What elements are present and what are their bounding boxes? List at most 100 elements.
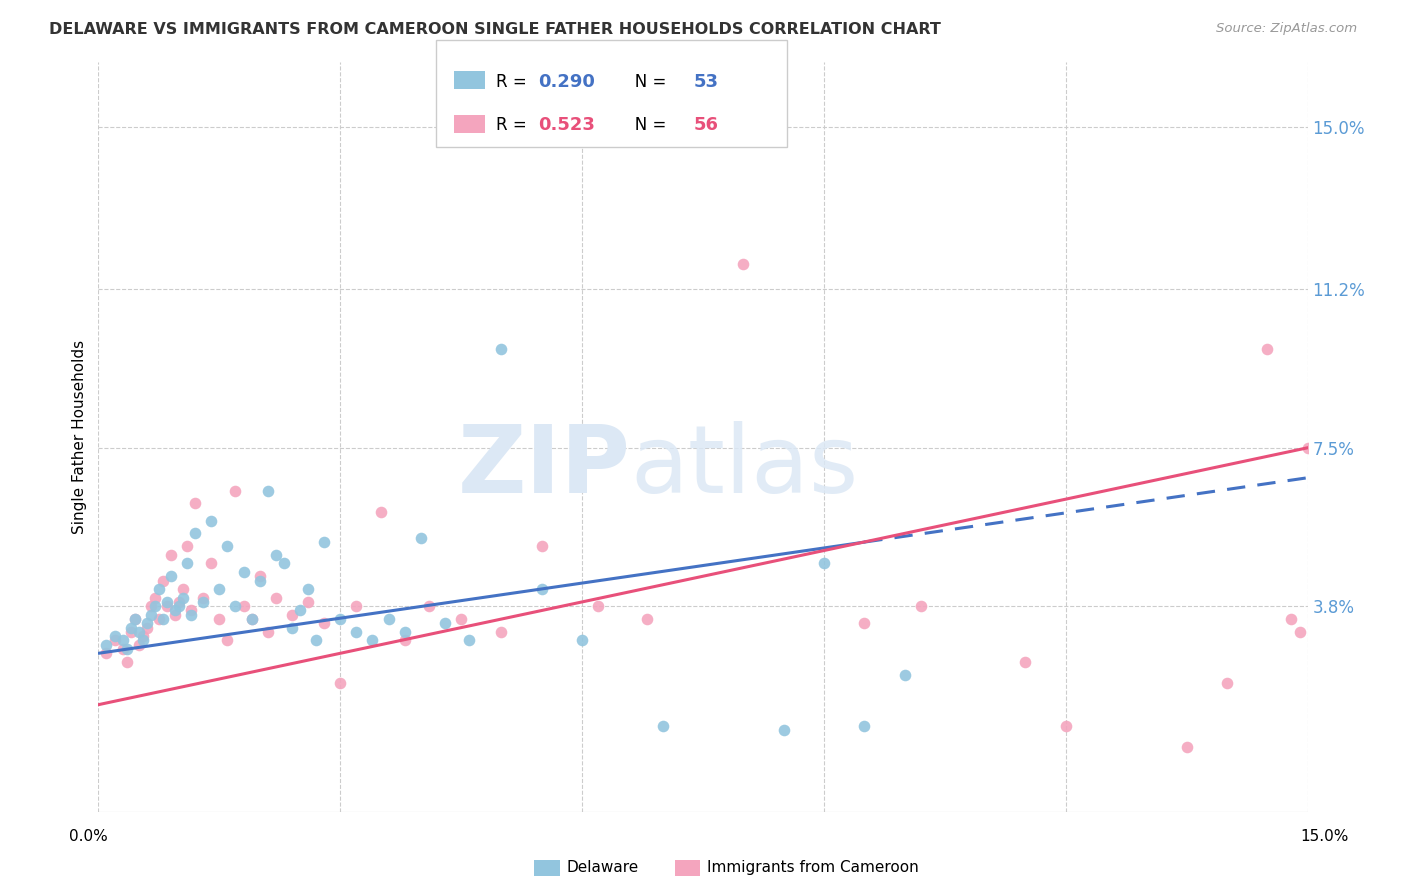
Point [530,539,553,553]
Point [124,612,146,626]
Point [772,723,794,738]
Text: 53: 53 [693,73,718,91]
Point [256,624,278,639]
Text: ZIP: ZIP [457,421,630,513]
Point [132,633,155,648]
Point [329,676,352,690]
Point [1216,676,1239,690]
Text: R =: R = [496,73,533,91]
Point [156,599,179,614]
Point [314,616,336,631]
Point [409,531,432,545]
Text: N =: N = [619,73,671,91]
Point [176,539,198,553]
Text: 0.523: 0.523 [538,116,595,134]
Text: DELAWARE VS IMMIGRANTS FROM CAMEROON SINGLE FATHER HOUSEHOLDS CORRELATION CHART: DELAWARE VS IMMIGRANTS FROM CAMEROON SIN… [49,22,941,37]
Point [160,569,183,583]
Point [1281,612,1303,626]
Point [394,624,416,639]
Y-axis label: Single Father Households: Single Father Households [72,340,87,534]
Point [893,667,915,681]
Point [163,607,186,622]
Point [115,642,138,657]
Point [111,633,134,648]
Point [143,591,166,605]
Point [184,526,207,541]
Point [249,569,271,583]
Point [329,612,352,626]
Point [586,599,609,614]
Point [148,582,170,596]
Point [370,505,392,519]
Point [193,595,215,609]
Point [491,624,513,639]
Text: Source: ZipAtlas.com: Source: ZipAtlas.com [1216,22,1357,36]
Point [281,607,304,622]
Point [344,624,367,639]
Point [297,595,319,609]
Text: 0.0%: 0.0% [69,830,108,844]
Point [273,557,295,571]
Point [167,599,190,614]
Point [200,557,222,571]
Point [1054,719,1077,733]
Point [288,603,311,617]
Point [132,629,155,643]
Point [1305,325,1327,339]
Point [1175,740,1198,755]
Point [156,595,179,609]
Point [491,343,513,357]
Point [160,548,183,562]
Point [240,612,263,626]
Point [200,514,222,528]
Text: R =: R = [496,116,533,134]
Point [232,565,254,579]
Point [120,624,142,639]
Point [128,638,150,652]
Text: 15.0%: 15.0% [1301,830,1348,844]
Point [361,633,384,648]
Point [224,599,246,614]
Point [96,638,118,652]
Point [180,603,202,617]
Point [148,612,170,626]
Point [172,591,194,605]
Point [217,539,239,553]
Point [135,616,157,631]
Point [103,633,125,648]
Point [256,483,278,498]
Point [139,599,162,614]
Point [128,624,150,639]
Point [167,595,190,609]
Point [224,483,246,498]
Point [377,612,399,626]
Point [111,642,134,657]
Point [530,582,553,596]
Point [208,612,231,626]
Point [314,535,336,549]
Point [1256,343,1278,357]
Point [240,612,263,626]
Point [733,257,755,271]
Point [418,599,440,614]
Point [458,633,481,648]
Point [264,591,287,605]
Point [217,633,239,648]
Point [163,603,186,617]
Point [124,612,146,626]
Point [450,612,472,626]
Point [264,548,287,562]
Point [193,591,215,605]
Point [103,629,125,643]
Text: atlas: atlas [630,421,859,513]
Text: Delaware: Delaware [567,860,638,874]
Point [172,582,194,596]
Text: 56: 56 [693,116,718,134]
Point [636,612,658,626]
Text: N =: N = [619,116,671,134]
Point [1288,624,1310,639]
Point [184,496,207,510]
Point [139,607,162,622]
Point [853,719,876,733]
Point [1296,441,1319,455]
